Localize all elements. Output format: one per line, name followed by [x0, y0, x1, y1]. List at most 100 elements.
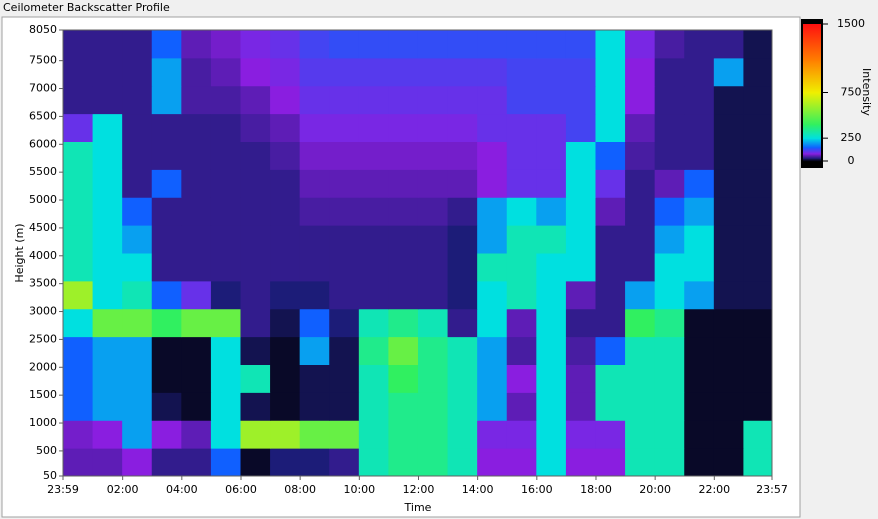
heat-cell: [240, 85, 271, 115]
heat-cell: [63, 113, 94, 142]
heatmap: [63, 30, 773, 477]
x-axis-label: Time: [404, 501, 432, 514]
x-tick-label: 14:00: [462, 483, 494, 496]
colorbar-tick-label: 250: [841, 131, 862, 144]
chart-title: Ceilometer Backscatter Profile: [3, 1, 170, 14]
heat-cell: [743, 225, 773, 254]
heat-cell: [684, 280, 715, 310]
heat-cell: [625, 225, 656, 254]
heat-cell: [536, 197, 567, 226]
heat-cell: [270, 448, 301, 477]
heat-cell: [477, 30, 508, 59]
heat-cell: [417, 364, 449, 393]
heat-cell: [477, 420, 508, 449]
heat-cell: [447, 308, 478, 338]
heat-cell: [63, 448, 94, 477]
heat-cell: [358, 225, 389, 254]
heat-cell: [388, 364, 419, 393]
heat-cell: [743, 336, 773, 365]
heat-cell: [417, 30, 449, 59]
heat-cell: [329, 225, 360, 254]
heat-cell: [240, 30, 271, 59]
y-tick-label: 6000: [29, 137, 57, 150]
heat-cell: [181, 85, 212, 115]
heat-cell: [122, 253, 153, 282]
heat-cell: [358, 336, 389, 365]
y-tick-label: 4000: [29, 249, 57, 262]
heat-cell: [506, 392, 537, 421]
heat-cell: [63, 420, 94, 449]
heat-cell: [240, 113, 271, 142]
heat-cell: [122, 308, 153, 338]
heat-cell: [713, 364, 744, 393]
heat-cell: [151, 448, 182, 477]
heat-cell: [536, 141, 567, 170]
heat-cell: [270, 169, 301, 198]
heat-cell: [565, 169, 596, 198]
heat-cell: [181, 113, 212, 142]
heat-cell: [684, 308, 715, 338]
heat-cell: [151, 30, 182, 59]
heat-cell: [447, 169, 478, 198]
heat-cell: [329, 141, 360, 170]
heat-cell: [329, 85, 360, 115]
heat-cell: [388, 57, 419, 87]
x-tick-label: 18:00: [580, 483, 612, 496]
heat-cell: [595, 197, 626, 226]
heat-cell: [713, 85, 744, 115]
x-tick-label: 22:00: [698, 483, 730, 496]
heat-cell: [92, 392, 123, 421]
heat-cell: [270, 253, 301, 282]
heat-cell: [506, 308, 537, 338]
heat-cell: [240, 169, 271, 198]
heat-cell: [210, 169, 241, 198]
heat-cell: [329, 420, 360, 449]
heat-cell: [565, 197, 596, 226]
heat-cell: [595, 141, 626, 170]
heat-cell: [240, 392, 271, 421]
colorbar-segment: [803, 147, 821, 155]
heat-cell: [358, 197, 389, 226]
heat-cell: [299, 253, 330, 282]
heat-cell: [447, 30, 478, 59]
heat-cell: [536, 85, 567, 115]
heat-cell: [654, 225, 685, 254]
y-tick-label: 7000: [29, 82, 57, 95]
heat-cell: [506, 141, 537, 170]
heat-cell: [151, 85, 182, 115]
heat-cell: [92, 141, 123, 170]
heat-cell: [565, 57, 596, 87]
heat-cell: [447, 197, 478, 226]
heat-cell: [477, 225, 508, 254]
heat-cell: [181, 197, 212, 226]
heat-cell: [151, 308, 182, 338]
heat-cell: [565, 280, 596, 310]
heat-cell: [388, 336, 419, 365]
heat-cell: [565, 336, 596, 365]
heat-cell: [536, 253, 567, 282]
heat-cell: [240, 448, 271, 477]
heat-cell: [210, 141, 241, 170]
heat-cell: [63, 57, 94, 87]
heat-cell: [625, 448, 656, 477]
heat-cell: [447, 392, 478, 421]
heat-cell: [388, 85, 419, 115]
heat-cell: [329, 113, 360, 142]
heat-cell: [210, 253, 241, 282]
heat-cell: [151, 364, 182, 393]
heat-cell: [417, 225, 449, 254]
heat-cell: [536, 57, 567, 87]
heat-cell: [358, 420, 389, 449]
heat-cell: [506, 336, 537, 365]
heat-cell: [151, 336, 182, 365]
colorbar-label: Intensity: [860, 68, 873, 116]
heat-cell: [329, 57, 360, 87]
heat-cell: [536, 420, 567, 449]
heat-cell: [654, 448, 685, 477]
heat-cell: [210, 57, 241, 87]
heat-cell: [506, 364, 537, 393]
heat-cell: [181, 420, 212, 449]
heat-cell: [388, 113, 419, 142]
heat-cell: [506, 169, 537, 198]
